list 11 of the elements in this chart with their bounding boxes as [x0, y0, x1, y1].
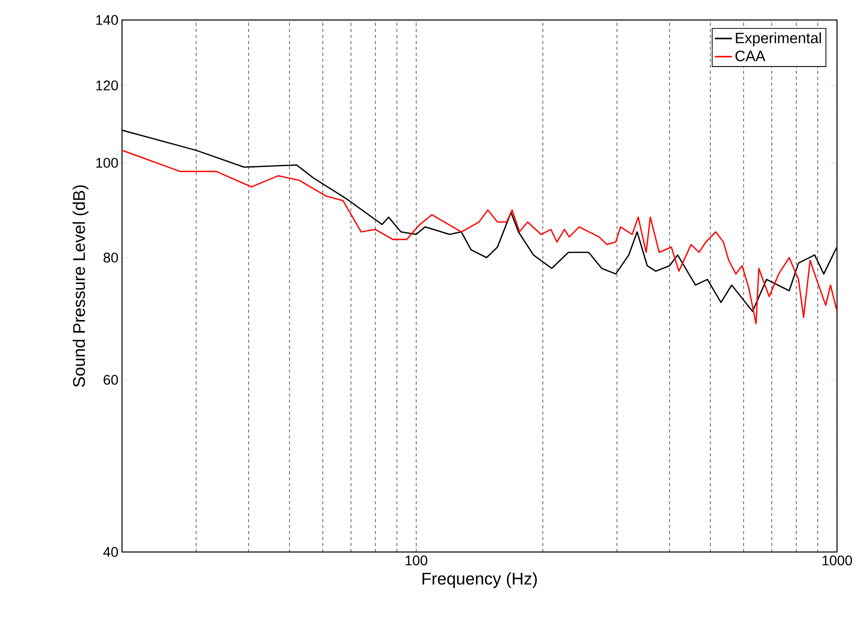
y-tick-label: 120	[96, 80, 118, 90]
y-tick-label: 140	[96, 15, 118, 25]
y-tick-label: 100	[96, 158, 118, 168]
x-tick-label: 1000	[822, 555, 852, 566]
y-tick-label: 60	[104, 374, 118, 385]
y-tick-label: 80	[104, 252, 118, 263]
y-axis-title: Sound Pressure Level (dB)	[72, 185, 88, 387]
x-axis-title: Frequency (Hz)	[422, 572, 537, 588]
y-tick-label: 40	[103, 547, 118, 557]
legend-label: Experimental	[736, 32, 821, 46]
legend-label: CAA	[735, 50, 766, 62]
